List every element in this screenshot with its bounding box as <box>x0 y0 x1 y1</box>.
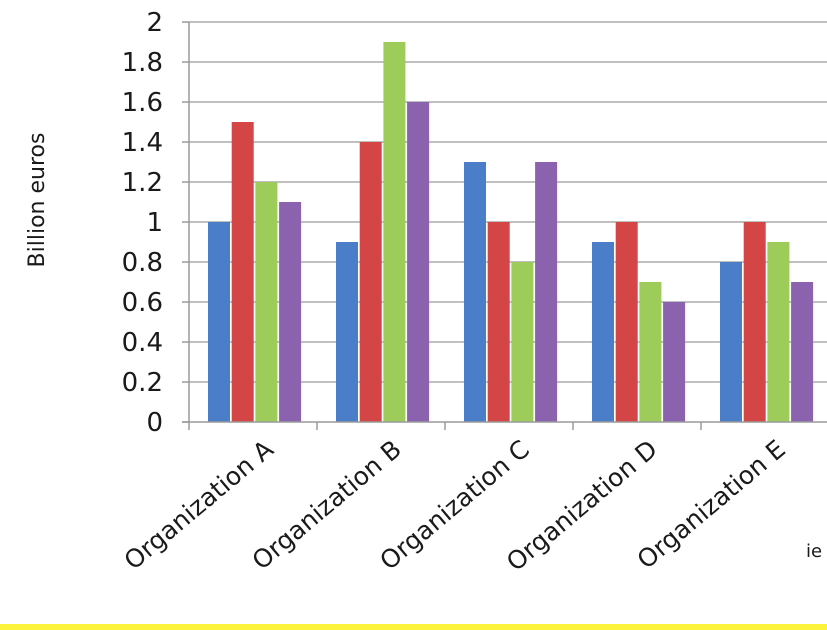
y-tick-labels: 0 0.2 0.4 0.6 0.8 1 1.2 1.4 1.6 1.8 2 <box>122 8 163 438</box>
y-tick-label: 0.6 <box>122 288 163 318</box>
bar <box>231 122 254 422</box>
bar <box>407 102 430 422</box>
frame-edge <box>0 624 827 630</box>
y-tick-label: 0.8 <box>122 248 163 278</box>
bar <box>383 42 406 422</box>
bar <box>663 302 686 422</box>
bar <box>255 182 278 422</box>
bar <box>592 242 614 422</box>
bar <box>464 162 486 422</box>
y-tick-label: 1 <box>146 208 163 238</box>
bar <box>720 262 742 422</box>
bars <box>208 42 814 422</box>
y-axis-label: Billion euros <box>25 133 50 268</box>
y-tick-label: 1.8 <box>122 48 163 78</box>
axes <box>182 21 827 430</box>
y-tick-label: 1.4 <box>122 128 163 158</box>
bar <box>359 142 382 422</box>
bar <box>535 162 558 422</box>
cropped-text: ie <box>806 541 822 562</box>
bar <box>743 222 766 422</box>
bar <box>511 262 534 422</box>
y-tick-label: 1.2 <box>122 168 163 198</box>
y-tick-label: 2 <box>146 8 163 38</box>
bar <box>791 282 814 422</box>
bar <box>487 222 510 422</box>
y-tick-label: 0 <box>146 408 163 438</box>
bar <box>767 242 790 422</box>
bar <box>279 202 302 422</box>
bar <box>639 282 662 422</box>
y-tick-label: 0.2 <box>122 368 163 398</box>
y-tick-label: 1.6 <box>122 88 163 118</box>
bar <box>336 242 358 422</box>
bar <box>615 222 638 422</box>
bar <box>208 222 230 422</box>
y-tick-label: 0.4 <box>122 328 163 358</box>
